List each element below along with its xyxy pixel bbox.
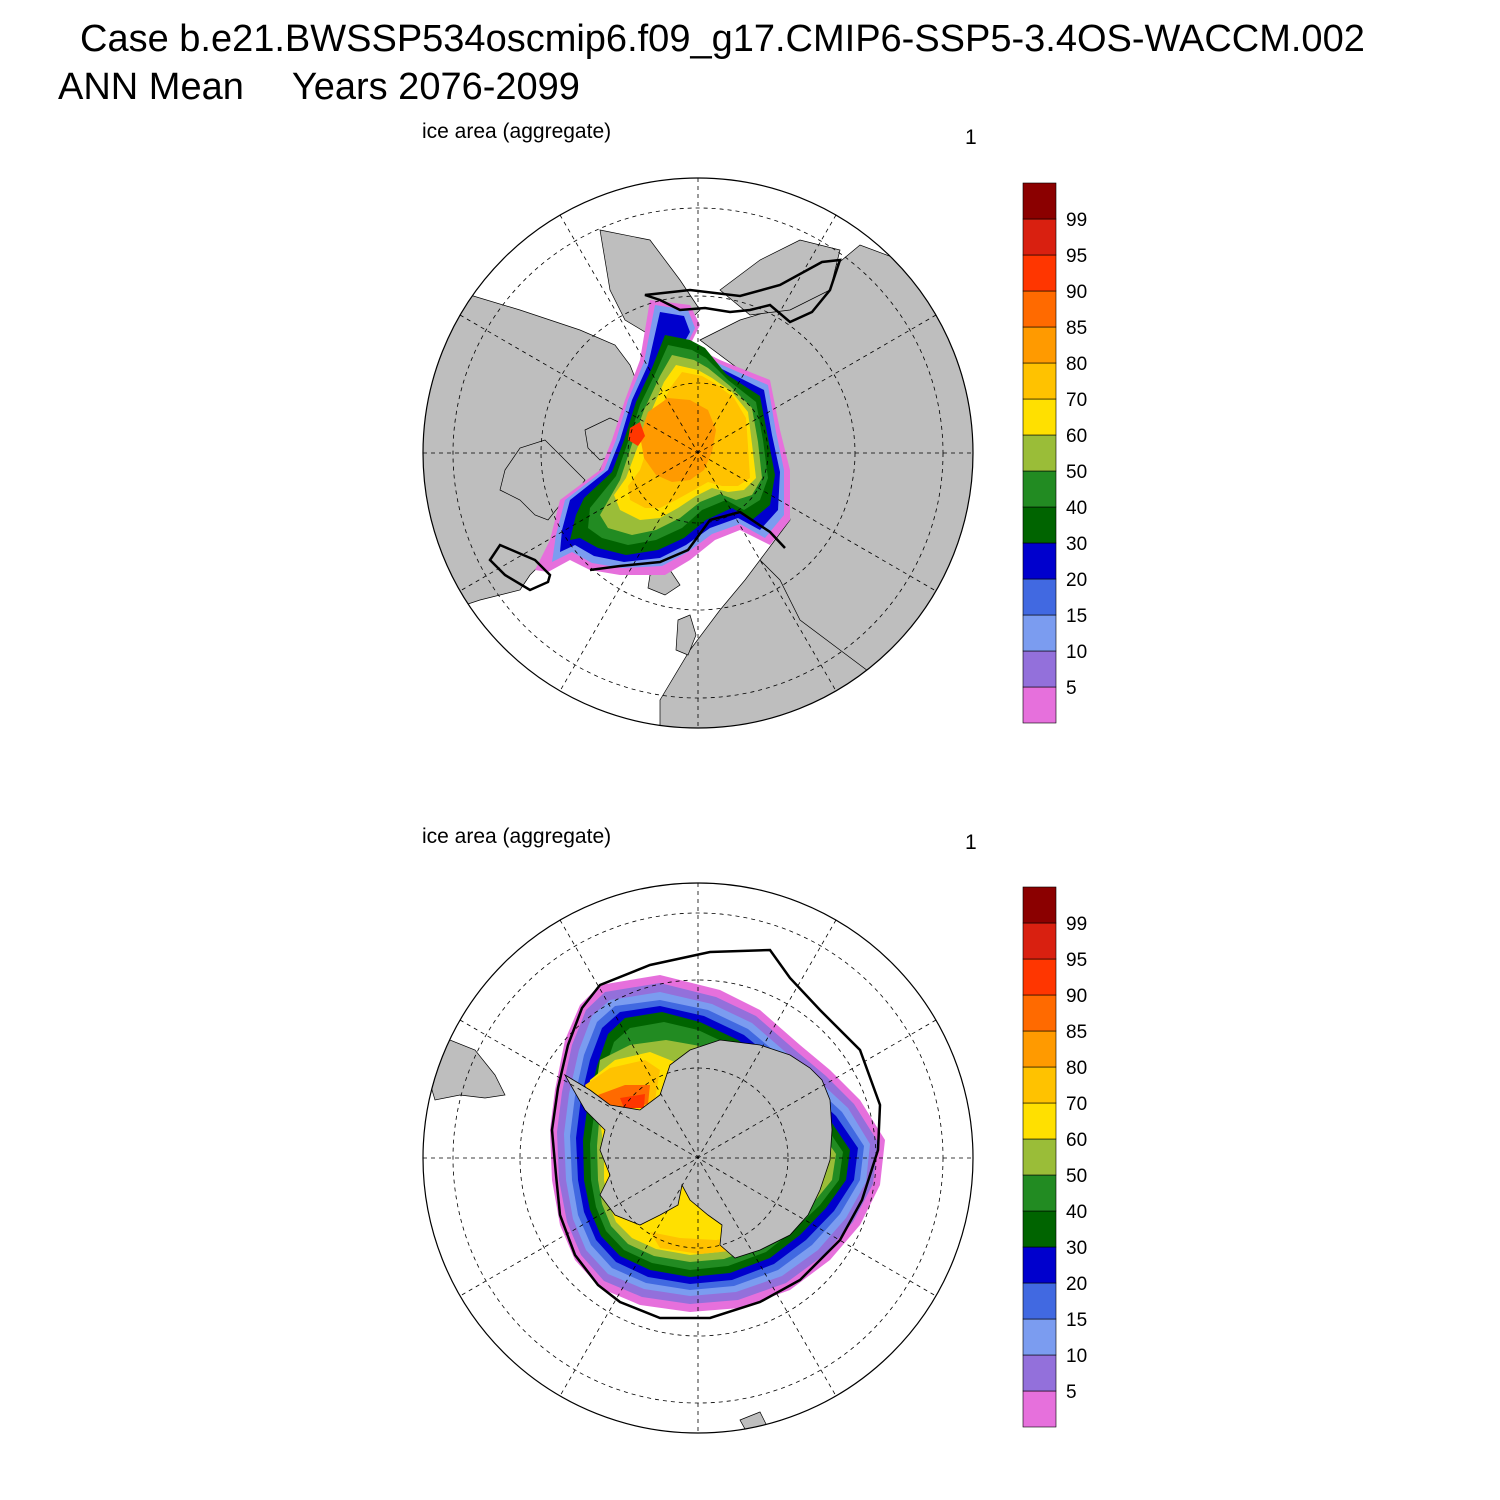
north-colorbar-tick-label: 70 bbox=[1066, 390, 1087, 411]
north-map-content bbox=[423, 178, 973, 728]
north-colorbar-box bbox=[1022, 182, 1057, 220]
south-map-content bbox=[423, 883, 973, 1433]
north-colorbar-tick-label: 20 bbox=[1066, 570, 1087, 591]
antarctica-landmass bbox=[563, 1039, 833, 1259]
south-colorbar-box bbox=[1022, 1246, 1057, 1284]
south-colorbar: 5 10 15 20 30 40 50 60 70 80 85 90 95 99 bbox=[1022, 886, 1087, 1428]
north-colorbar: 5 10 15 20 30 40 50 60 70 80 85 90 95 99 bbox=[1022, 182, 1087, 724]
north-colorbar-box bbox=[1022, 326, 1057, 364]
north-colorbar-box bbox=[1022, 650, 1057, 688]
south-colorbar-box bbox=[1022, 1318, 1057, 1356]
north-ice-95 bbox=[628, 422, 645, 446]
years-label: Years 2076-2099 bbox=[291, 66, 580, 108]
case-title: Case b.e21.BWSSP534oscmip6.f09_g17.CMIP6… bbox=[80, 18, 1365, 60]
south-colorbar-tick-label: 85 bbox=[1066, 1022, 1087, 1043]
south-colorbar-box bbox=[1022, 886, 1057, 924]
north-colorbar-box bbox=[1022, 542, 1057, 580]
season-title: ANN Mean Years 2076-2099 bbox=[58, 66, 580, 109]
south-colorbar-tick-label: 99 bbox=[1066, 914, 1087, 935]
south-colorbar-box bbox=[1022, 1138, 1057, 1176]
south-colorbar-tick-label: 15 bbox=[1066, 1310, 1087, 1331]
north-map-border bbox=[422, 177, 974, 729]
north-colorbar-tick-label: 5 bbox=[1066, 678, 1077, 699]
north-colorbar-box bbox=[1022, 398, 1057, 436]
north-variable-label: ice area (aggregate) bbox=[422, 120, 612, 143]
north-colorbar-tick-label: 80 bbox=[1066, 354, 1087, 375]
south-graticule bbox=[423, 883, 973, 1433]
south-observed-ice-edge bbox=[550, 948, 882, 1320]
south-colorbar-box bbox=[1022, 1066, 1057, 1104]
south-colorbar-box bbox=[1022, 994, 1057, 1032]
south-colorbar-tick-label: 70 bbox=[1066, 1094, 1087, 1115]
europe-landmass bbox=[659, 559, 881, 728]
south-colorbar-box bbox=[1022, 1174, 1057, 1212]
north-panel-number: 1 bbox=[965, 126, 977, 149]
north-colorbar-box bbox=[1022, 434, 1057, 472]
north-colorbar-box bbox=[1022, 218, 1057, 256]
south-colorbar-box bbox=[1022, 1354, 1057, 1392]
north-colorbar-box bbox=[1022, 362, 1057, 400]
north-graticule bbox=[423, 178, 973, 728]
south-panel-number: 1 bbox=[965, 831, 977, 854]
north-colorbar-box bbox=[1022, 254, 1057, 292]
north-colorbar-box bbox=[1022, 290, 1057, 328]
north-colorbar-tick-label: 85 bbox=[1066, 318, 1087, 339]
north-colorbar-tick-label: 50 bbox=[1066, 462, 1087, 483]
south-colorbar-tick-label: 30 bbox=[1066, 1238, 1087, 1259]
north-colorbar-tick-label: 90 bbox=[1066, 282, 1087, 303]
south-variable-label: ice area (aggregate) bbox=[422, 825, 612, 848]
north-colorbar-box bbox=[1022, 578, 1057, 616]
north-colorbar-tick-label: 99 bbox=[1066, 210, 1087, 231]
south-colorbar-tick-label: 5 bbox=[1066, 1382, 1077, 1403]
north-colorbar-box bbox=[1022, 686, 1057, 724]
south-colorbar-tick-label: 10 bbox=[1066, 1346, 1087, 1367]
south-colorbar-box bbox=[1022, 1102, 1057, 1140]
north-polar-map bbox=[422, 177, 974, 729]
south-map-border bbox=[422, 882, 974, 1434]
north-colorbar-tick-label: 10 bbox=[1066, 642, 1087, 663]
north-colorbar-tick-label: 60 bbox=[1066, 426, 1087, 447]
south-polar-map bbox=[422, 882, 974, 1434]
south-colorbar-tick-label: 40 bbox=[1066, 1202, 1087, 1223]
north-colorbar-tick-label: 15 bbox=[1066, 606, 1087, 627]
south-colorbar-tick-label: 60 bbox=[1066, 1130, 1087, 1151]
north-colorbar-box bbox=[1022, 614, 1057, 652]
south-colorbar-box bbox=[1022, 922, 1057, 960]
north-colorbar-tick-label: 30 bbox=[1066, 534, 1087, 555]
south-colorbar-box bbox=[1022, 1390, 1057, 1428]
chukotka-landmass bbox=[719, 239, 841, 316]
north-observed-ice-edge bbox=[488, 258, 842, 592]
north-colorbar-tick-label: 95 bbox=[1066, 246, 1087, 267]
south-colorbar-box bbox=[1022, 1210, 1057, 1248]
north-colorbar-box bbox=[1022, 506, 1057, 544]
south-colorbar-box bbox=[1022, 1030, 1057, 1068]
season-label: ANN Mean bbox=[58, 66, 244, 108]
south-colorbar-tick-label: 95 bbox=[1066, 950, 1087, 971]
north-colorbar-box bbox=[1022, 470, 1057, 508]
north-ice-85 bbox=[640, 398, 716, 482]
north-colorbar-tick-label: 40 bbox=[1066, 498, 1087, 519]
south-colorbar-tick-label: 90 bbox=[1066, 986, 1087, 1007]
south-colorbar-tick-label: 50 bbox=[1066, 1166, 1087, 1187]
south-colorbar-tick-label: 80 bbox=[1066, 1058, 1087, 1079]
south-colorbar-box bbox=[1022, 1282, 1057, 1320]
british-isles bbox=[675, 614, 697, 656]
south-colorbar-box bbox=[1022, 958, 1057, 996]
south-ice-95 bbox=[620, 1094, 645, 1108]
south-colorbar-tick-label: 20 bbox=[1066, 1274, 1087, 1295]
